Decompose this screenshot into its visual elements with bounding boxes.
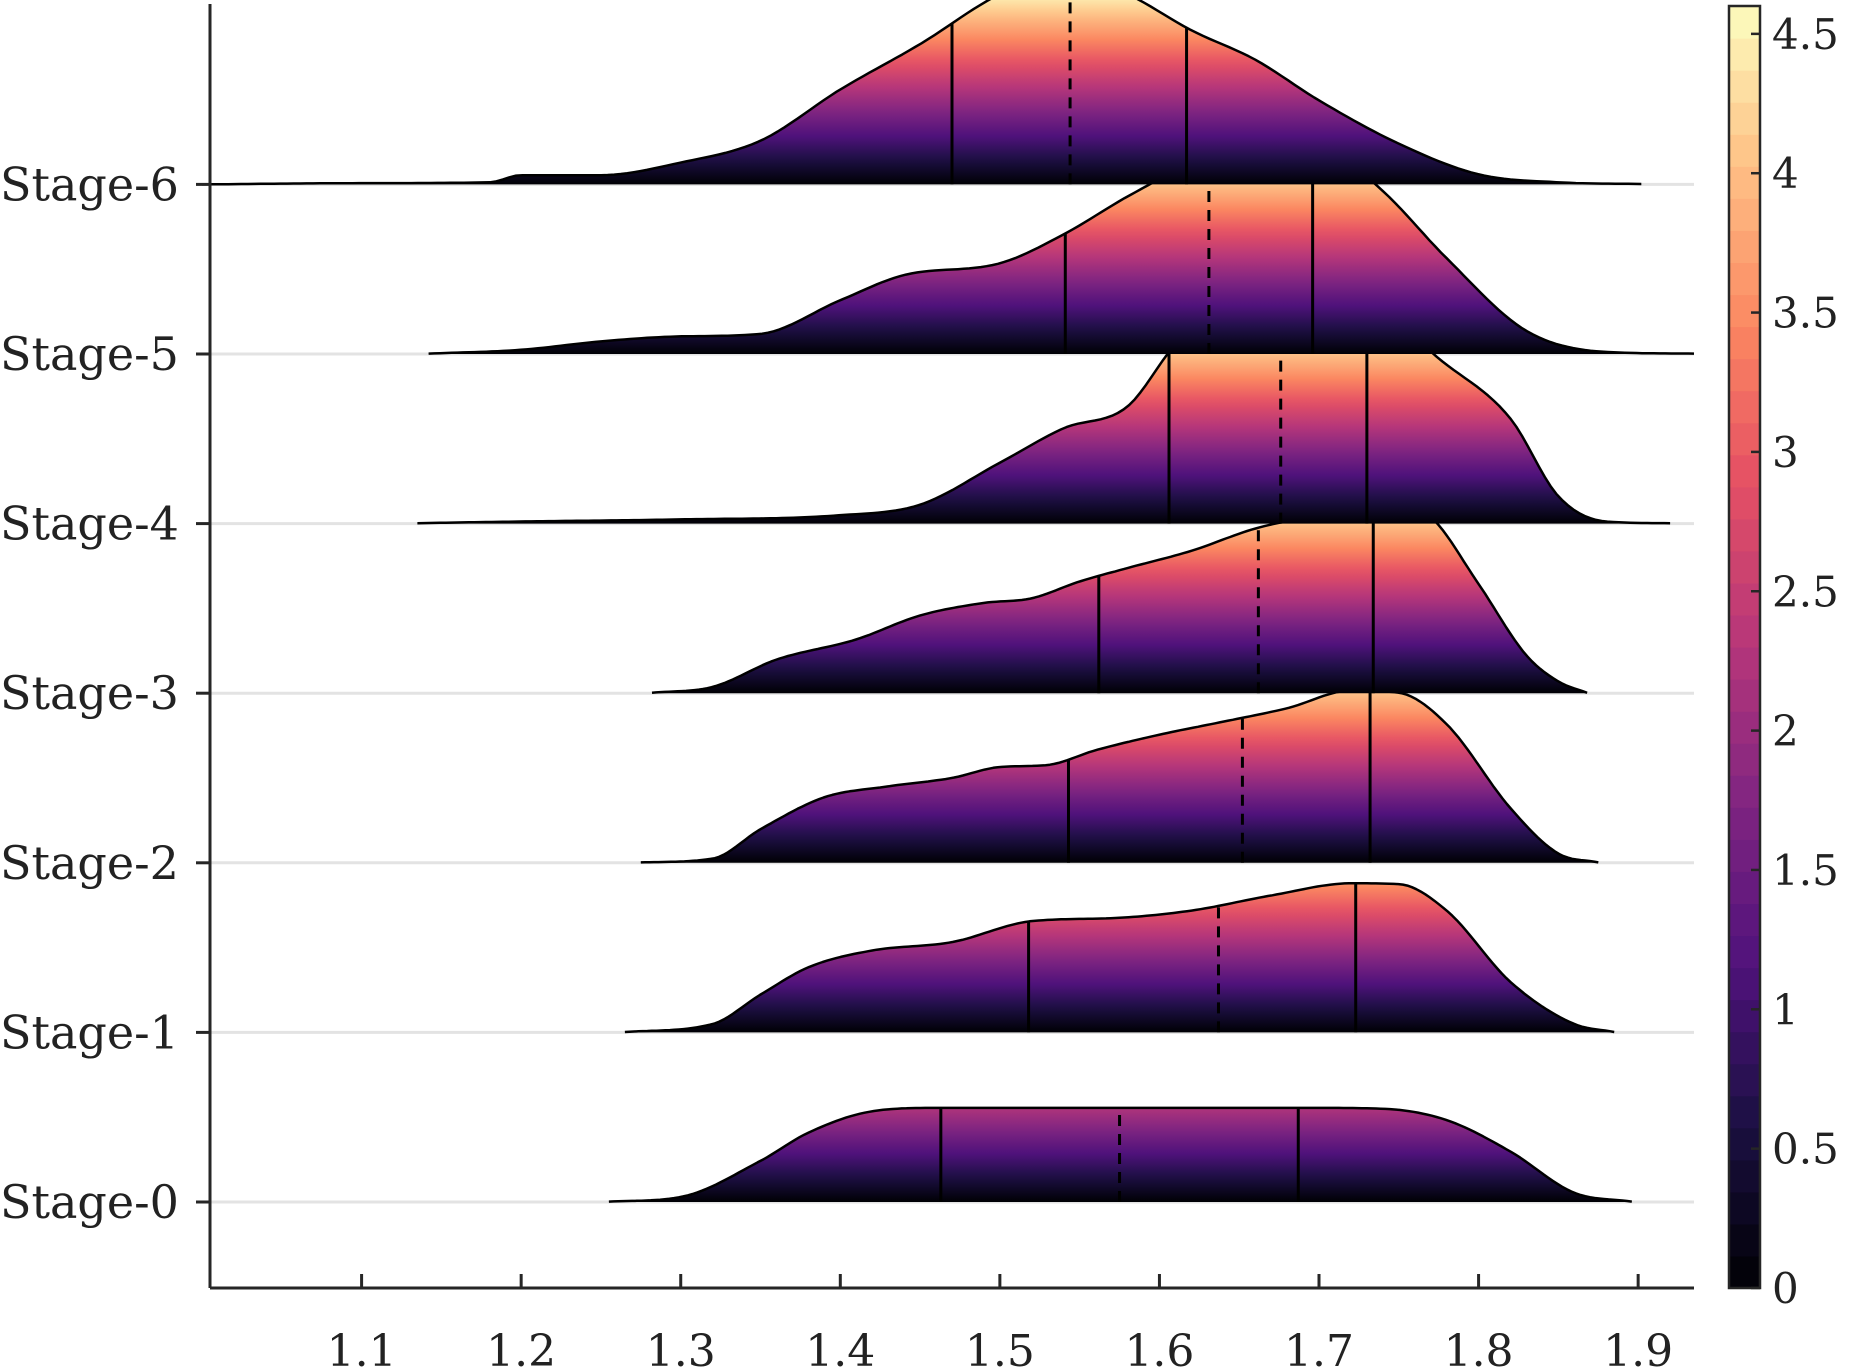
colorbar-tick-label: 4.5 <box>1772 10 1839 59</box>
colorbar-band <box>1729 807 1760 840</box>
ridge-layer <box>201 0 1695 1203</box>
colorbar-band <box>1729 262 1760 296</box>
colorbar-band <box>1729 1255 1760 1289</box>
x-tick-label: 1.5 <box>965 1326 1035 1370</box>
ridge-fill-stage-2 <box>640 690 1599 863</box>
ridge-stage-5 <box>428 133 1695 355</box>
ridge-fill-stage-6 <box>202 0 1642 185</box>
colorbar-band <box>1729 550 1760 584</box>
colorbar-band <box>1729 390 1760 424</box>
x-tick-label: 1.9 <box>1603 1326 1673 1370</box>
colorbar-band <box>1729 871 1760 904</box>
y-tick-label-stage-5: Stage-5 <box>0 327 179 381</box>
colorbar-band <box>1729 647 1760 680</box>
ridge-fill-stage-5 <box>428 134 1695 354</box>
colorbar-band <box>1729 230 1760 263</box>
ridge-outline-stage-5 <box>428 133 1695 355</box>
ridge-outline-stage-2 <box>640 689 1599 864</box>
colorbar-band <box>1729 935 1760 969</box>
colorbar-band <box>1729 518 1760 552</box>
colorbar-band <box>1729 1223 1760 1257</box>
colorbar-band <box>1729 326 1760 360</box>
colorbar-tick-label: 1 <box>1772 985 1799 1034</box>
y-tick-label-stage-1: Stage-1 <box>0 1005 179 1059</box>
ridge-fill-stage-1 <box>624 883 1615 1033</box>
x-tick-label: 1.4 <box>805 1326 875 1370</box>
axes-layer <box>208 4 1694 1290</box>
colorbar-tick-label: 2.5 <box>1772 567 1839 616</box>
colorbar-band <box>1729 38 1760 71</box>
colorbar-band <box>1729 743 1760 776</box>
y-tick-label-stage-2: Stage-2 <box>0 836 179 890</box>
y-tick-label-stage-4: Stage-4 <box>0 497 179 551</box>
ridge-stage-2 <box>640 689 1599 864</box>
colorbar-band <box>1729 454 1760 488</box>
ridge-stage-3 <box>651 497 1588 695</box>
y-axis-ticks: Stage-0 Stage-1 Stage-2 Stage-3 Stage-4 Stage… <box>0 157 210 1229</box>
colorbar-band <box>1729 1095 1760 1129</box>
colorbar-band <box>1729 294 1760 328</box>
y-tick-label-stage-3: Stage-3 <box>0 666 179 720</box>
colorbar-band <box>1729 166 1760 199</box>
colorbar-band <box>1729 839 1760 872</box>
colorbar-band <box>1729 903 1760 937</box>
x-tick-label: 1.6 <box>1124 1326 1194 1370</box>
colorbar-tick-label: 4 <box>1772 149 1799 198</box>
x-tick-label: 1.8 <box>1444 1326 1514 1370</box>
colorbar-frame <box>1727 4 1762 1290</box>
y-tick-label-stage-6: Stage-6 <box>0 157 179 211</box>
colorbar-tick-label: 3 <box>1772 428 1799 477</box>
colorbar-band <box>1729 967 1760 1001</box>
colorbar-tick-label: 0 <box>1772 1264 1799 1313</box>
colorbar-band <box>1729 102 1760 135</box>
colorbar-band <box>1729 1127 1760 1161</box>
colorbar-band <box>1729 486 1760 520</box>
colorbar: 0 0.5 1 1.5 2 2.5 3 3.5 4 4.5 <box>1727 4 1839 1313</box>
colorbar-tick-label: 1.5 <box>1772 846 1839 895</box>
ridge-outline-stage-1 <box>624 882 1615 1034</box>
colorbar-band <box>1729 422 1760 456</box>
ridge-outline-stage-6 <box>201 0 1642 186</box>
colorbar-tick-label: 2 <box>1772 707 1799 756</box>
colorbar-band <box>1729 1191 1760 1225</box>
colorbar-band <box>1729 999 1760 1033</box>
colorbar-band <box>1729 1159 1760 1193</box>
ridge-stage-1 <box>624 882 1615 1034</box>
colorbar-tick-label: 0.5 <box>1772 1125 1839 1174</box>
colorbar-tick-label: 3.5 <box>1772 289 1839 338</box>
colorbar-band <box>1729 679 1760 712</box>
colorbar-band <box>1729 70 1760 103</box>
colorbar-band <box>1729 134 1760 167</box>
y-tick-label-stage-0: Stage-0 <box>0 1175 179 1229</box>
colorbar-band <box>1729 1031 1760 1065</box>
ridge-stage-0 <box>608 1106 1632 1203</box>
colorbar-band <box>1729 775 1760 808</box>
x-axis-ticks: 1.1 1.2 1.3 1.4 1.5 1.6 1.7 1.8 1.9 <box>327 1274 1673 1370</box>
colorbar-band <box>1729 614 1760 648</box>
ridge-outline-stage-0 <box>608 1106 1632 1203</box>
colorbar-band <box>1729 198 1760 231</box>
colorbar-band <box>1729 358 1760 392</box>
x-tick-label: 1.2 <box>486 1326 556 1370</box>
colorbar-band <box>1729 582 1760 616</box>
colorbar-band <box>1729 711 1760 744</box>
ridge-outline-stage-4 <box>417 270 1671 525</box>
ridge-fill-stage-3 <box>652 499 1588 694</box>
ridge-stage-6 <box>201 0 1642 186</box>
x-tick-label: 1.3 <box>646 1326 716 1370</box>
colorbar-band <box>1729 1063 1760 1097</box>
x-tick-label: 1.7 <box>1284 1326 1354 1370</box>
x-tick-label: 1.1 <box>327 1326 397 1370</box>
